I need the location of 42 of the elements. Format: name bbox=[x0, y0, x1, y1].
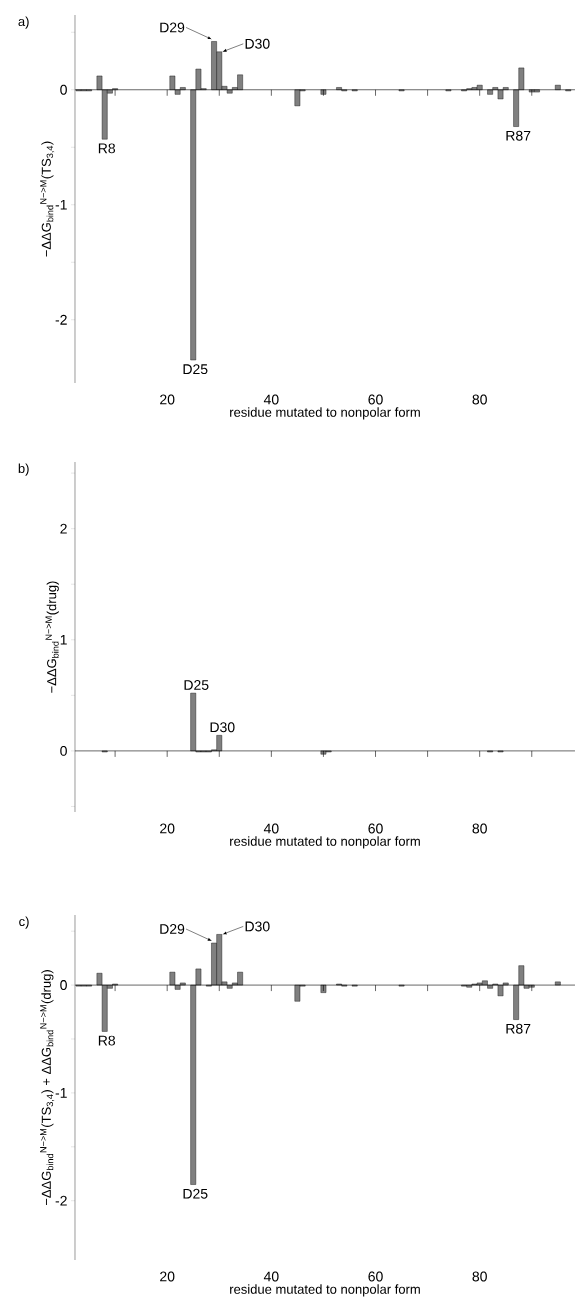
y-tick-label: -1 bbox=[55, 1088, 67, 1098]
y-tick-label: 0 bbox=[60, 980, 67, 991]
y-tick-label: 0 bbox=[60, 84, 67, 95]
y-axis-title: −ΔΔG$_{bind}$$^{N−>M}$(drug) bbox=[45, 581, 59, 693]
x-tick-label: 60 bbox=[368, 394, 383, 405]
y-tick-label: -1 bbox=[55, 199, 67, 210]
annotation: D25 bbox=[183, 364, 208, 375]
x-tick-label: 80 bbox=[472, 394, 487, 405]
annotation: R87 bbox=[506, 130, 531, 141]
x-axis-title: residue mutated to nonpolar form bbox=[230, 1284, 420, 1297]
y-tick-label: 2 bbox=[60, 523, 67, 534]
y-axis-title: −ΔΔG$_{bind}$$^{N−>M}$(TS$_{3,4}$) bbox=[40, 141, 55, 257]
y-tick-label: -2 bbox=[55, 314, 67, 325]
text: −ΔΔG$_{bind}$$^{N−>M}$(TS$_{3,4}$) + ΔΔG$_{bind}$$^{N−>M}$(drug) bbox=[40, 970, 55, 1206]
x-tick-label: 20 bbox=[160, 394, 175, 405]
x-tick-label: 60 bbox=[368, 823, 383, 834]
y-tick-label: 0 bbox=[60, 745, 67, 756]
y-tick-label: -2 bbox=[55, 1195, 67, 1206]
y-tick-label: 1 bbox=[60, 634, 67, 645]
annotation: D29 bbox=[160, 924, 185, 934]
annotation: D25 bbox=[183, 1188, 208, 1199]
annotation: R8 bbox=[98, 1035, 116, 1046]
x-tick-label: 40 bbox=[263, 394, 279, 405]
annotation: D29 bbox=[160, 22, 185, 33]
x-tick-label: 60 bbox=[368, 1271, 383, 1282]
x-tick-label: 80 bbox=[472, 823, 487, 834]
chart-title: c) bbox=[19, 916, 29, 929]
annotation: R8 bbox=[98, 143, 116, 154]
annotation: D30 bbox=[245, 921, 270, 932]
annotation: D30 bbox=[210, 722, 235, 733]
x-tick-label: 80 bbox=[472, 1271, 487, 1282]
annotation: R87 bbox=[506, 1023, 531, 1034]
x-axis-title: residue mutated to nonpolar form bbox=[230, 836, 420, 849]
x-tick-label: 40 bbox=[263, 823, 279, 834]
annotation: D25 bbox=[184, 680, 209, 690]
chart-title: b) bbox=[18, 463, 29, 476]
x-tick-label: 40 bbox=[263, 1271, 279, 1282]
annotation: D30 bbox=[245, 38, 270, 49]
chart-title: a) bbox=[18, 16, 29, 29]
x-tick-label: 20 bbox=[160, 823, 175, 834]
x-axis-title: residue mutated to nonpolar form bbox=[230, 407, 420, 420]
x-tick-label: 20 bbox=[160, 1271, 175, 1282]
